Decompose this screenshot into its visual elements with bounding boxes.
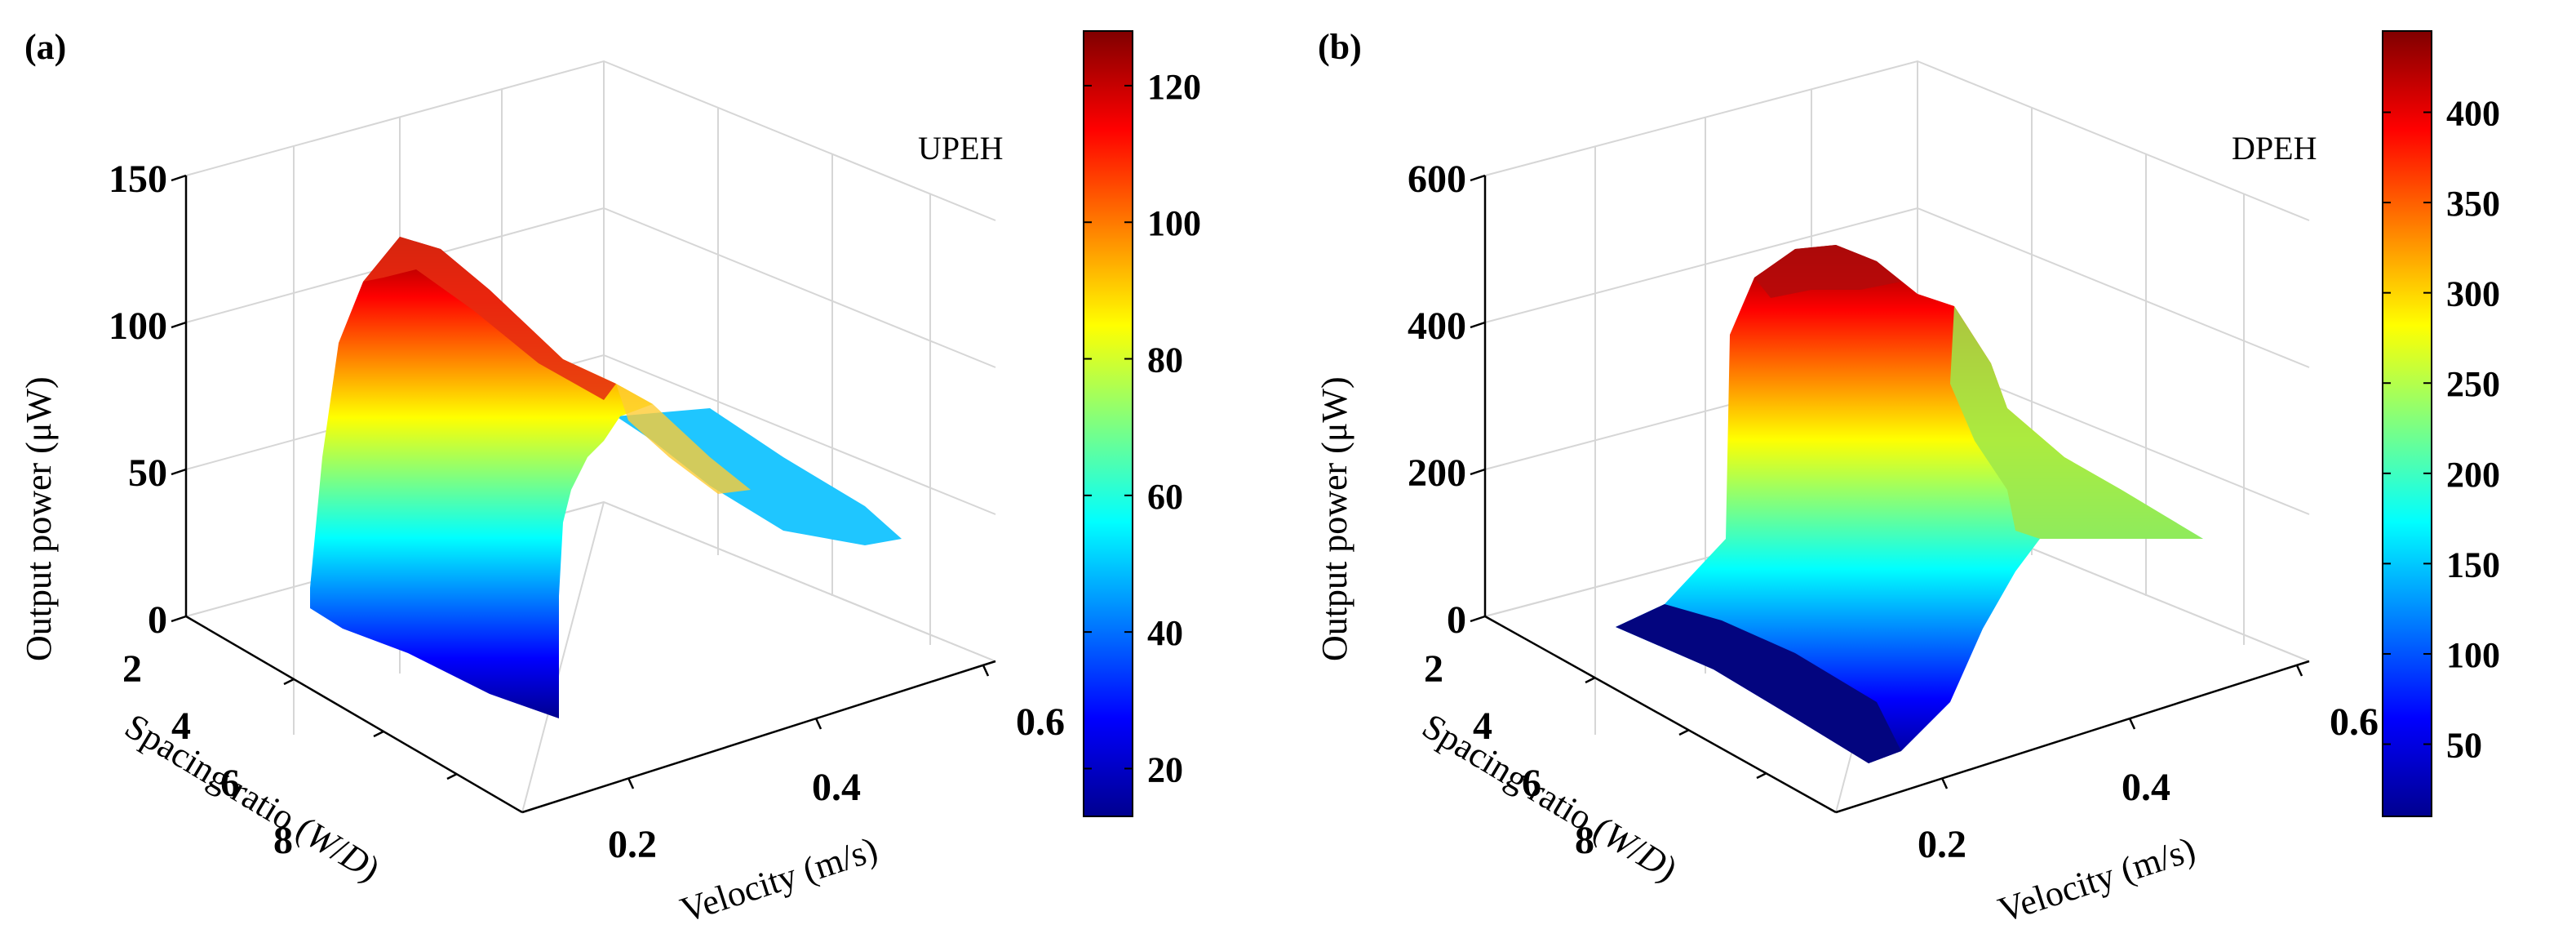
panel-a-zlabel: Output power (μW) xyxy=(19,376,59,661)
panel-a-xlabel: Velocity (m/s) xyxy=(676,829,882,930)
colorbar-tick-label: 100 xyxy=(1147,203,1201,243)
tick-label: 400 xyxy=(1408,305,1466,348)
colorbar-tick-label: 20 xyxy=(1147,749,1183,789)
colorbar-tick-label: 300 xyxy=(2446,274,2500,314)
tick-label: 4 xyxy=(1473,705,1492,748)
surface-b-right-slope xyxy=(1950,306,2203,539)
tick-label: 200 xyxy=(1408,451,1466,495)
colorbar-tick-label: 100 xyxy=(2446,635,2500,675)
tick-label: 0 xyxy=(1447,598,1466,642)
panel-b-z-ticks: 0 200 400 600 xyxy=(1408,158,1466,642)
surface-b-front-floor xyxy=(1616,604,1901,763)
panel-b-letter: (b) xyxy=(1318,27,1362,67)
tick-label: 4 xyxy=(171,705,191,748)
panel-b-y-ticks: 2 4 6 8 xyxy=(1424,647,1594,862)
tick-label: 6 xyxy=(220,762,240,805)
tick-label: 0.2 xyxy=(608,823,657,866)
tick-label: 600 xyxy=(1408,158,1466,201)
panel-b-xlabel: Velocity (m/s) xyxy=(1993,829,2200,930)
tick-label: 8 xyxy=(273,819,293,862)
panel-a-y-ticks: 2 4 6 8 xyxy=(122,647,293,862)
colorbar-tick-label: 200 xyxy=(2446,455,2500,495)
colorbar-a-bar xyxy=(1083,30,1133,817)
panel-b-surface xyxy=(1616,245,2203,763)
panel-a-x-ticks: 0.2 0.4 0.6 xyxy=(608,700,1065,866)
colorbar-b-bar xyxy=(2382,30,2432,817)
colorbar-tick-label: 50 xyxy=(2446,726,2482,766)
panel-b-zlabel: Output power (μW) xyxy=(1315,376,1355,661)
tick-label: 100 xyxy=(109,305,167,348)
tick-label: 2 xyxy=(1424,647,1443,691)
tick-label: 2 xyxy=(122,647,142,691)
panel-a-axes xyxy=(171,174,996,814)
panel-b-x-ticks: 0.2 0.4 0.6 xyxy=(1918,700,2379,866)
panel-b-tag: DPEH xyxy=(2232,130,2317,167)
tick-label: 0.2 xyxy=(1918,823,1966,866)
tick-label: 150 xyxy=(109,158,167,201)
panel-a: (a) xyxy=(19,27,1201,931)
colorbar-tick-label: 120 xyxy=(1147,67,1201,107)
panel-a-ylabel: Spacing ratio (W/D) xyxy=(118,706,387,890)
tick-label: 0.6 xyxy=(1016,700,1065,744)
colorbar-tick-label: 150 xyxy=(2446,545,2500,585)
tick-label: 50 xyxy=(128,451,167,495)
surface-a-main-face xyxy=(310,237,653,718)
panel-b-colorbar: 50 100 150 200 250 300 350 400 xyxy=(2382,30,2500,817)
panel-b: (b) xyxy=(1315,27,2500,931)
colorbar-tick-label: 80 xyxy=(1147,340,1183,380)
colorbar-tick-label: 40 xyxy=(1147,613,1183,653)
surface-b-peak xyxy=(1754,245,1901,298)
panel-b-ylabel: Spacing ratio (W/D) xyxy=(1416,706,1684,890)
panel-a-z-ticks: 0 50 100 150 xyxy=(109,158,167,642)
tick-label: 0.6 xyxy=(2330,700,2379,744)
panel-a-tag: UPEH xyxy=(918,130,1003,167)
panel-a-surface xyxy=(310,237,902,718)
tick-label: 0.4 xyxy=(2122,766,2170,809)
surface-a-ridge-highlight xyxy=(363,237,616,400)
tick-label: 8 xyxy=(1575,819,1594,862)
ylabel-part: Spacing ratio ( xyxy=(118,706,320,849)
surface-b-main-face xyxy=(1616,245,2203,763)
tick-label: 0.4 xyxy=(812,766,861,809)
surface-a-cross-fold xyxy=(616,384,751,494)
colorbar-tick-label: 250 xyxy=(2446,364,2500,404)
ylabel-part: Spacing ratio ( xyxy=(1416,706,1617,849)
tick-label: 0 xyxy=(148,598,167,642)
colorbar-tick-label: 60 xyxy=(1147,477,1183,517)
tick-label: 6 xyxy=(1522,762,1541,805)
panel-a-letter: (a) xyxy=(24,27,66,67)
colorbar-tick-label: 400 xyxy=(2446,94,2500,134)
colorbar-tick-label: 350 xyxy=(2446,184,2500,224)
panel-a-colorbar: 20 40 60 80 100 120 xyxy=(1083,30,1201,817)
panel-b-axes xyxy=(1470,174,2310,814)
